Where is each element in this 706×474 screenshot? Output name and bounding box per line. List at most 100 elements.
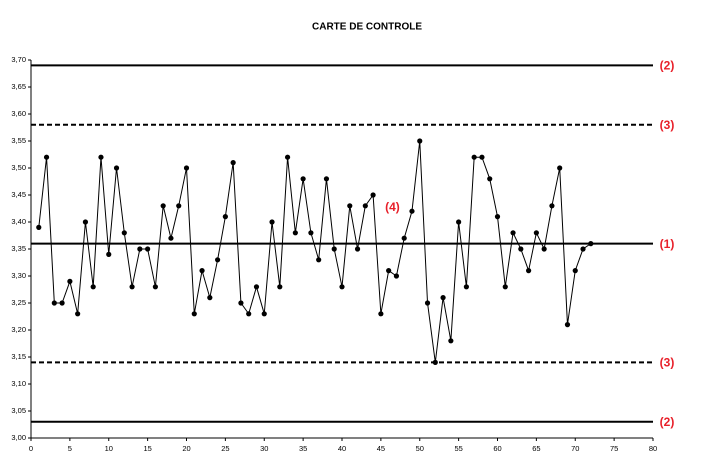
data-point [207, 295, 213, 301]
data-point [393, 273, 400, 279]
data-point [246, 311, 252, 317]
data-point [308, 230, 314, 236]
data-point [199, 268, 205, 274]
data-point [36, 224, 42, 230]
data-point [98, 154, 104, 160]
data-point [424, 300, 431, 306]
data-point [533, 230, 539, 236]
data-point [292, 230, 298, 236]
data-point [160, 203, 166, 209]
data-point [137, 246, 143, 252]
data-point [378, 311, 384, 317]
x-tick-label: 75 [610, 444, 618, 453]
y-tick-label: 3,15 [11, 352, 26, 361]
data-point [191, 311, 197, 317]
data-point [417, 138, 423, 144]
data-point [222, 214, 228, 220]
data-point [463, 284, 469, 290]
x-tick-label: 25 [221, 444, 229, 453]
reference-label: (1) [660, 237, 675, 251]
x-tick-label: 20 [182, 444, 190, 453]
data-point [386, 268, 392, 274]
data-point [269, 219, 275, 225]
y-tick-label: 3,60 [11, 109, 26, 118]
data-point [51, 300, 57, 306]
y-tick-label: 3,70 [11, 55, 26, 64]
x-tick-label: 35 [299, 444, 307, 453]
data-point [502, 284, 508, 290]
data-point [354, 246, 361, 252]
data-point [362, 203, 368, 209]
data-point [448, 338, 454, 344]
data-point [113, 165, 120, 171]
x-tick-label: 15 [143, 444, 151, 453]
chart-title: CARTE DE CONTROLE [312, 22, 422, 33]
reference-label: (3) [660, 356, 675, 370]
data-point [440, 295, 446, 301]
data-point [106, 251, 112, 257]
y-tick-label: 3,35 [11, 244, 26, 253]
x-tick-label: 60 [493, 444, 501, 453]
data-point [339, 284, 345, 290]
data-point [238, 300, 244, 306]
x-tick-label: 40 [338, 444, 346, 453]
x-tick-label: 30 [260, 444, 268, 453]
y-tick-label: 3,05 [11, 406, 26, 415]
x-tick-label: 70 [571, 444, 579, 453]
data-point [67, 278, 73, 284]
y-tick-label: 3,50 [11, 163, 26, 172]
data-point [564, 322, 571, 328]
data-point [230, 160, 236, 166]
data-point [215, 257, 221, 263]
data-point [541, 246, 547, 252]
y-tick-label: 3,25 [11, 298, 26, 307]
data-point [168, 235, 174, 241]
data-point [580, 246, 586, 252]
data-point [253, 284, 260, 290]
data-point [129, 284, 135, 290]
data-point [277, 284, 283, 290]
x-tick-label: 80 [649, 444, 657, 453]
data-point [588, 241, 594, 247]
data-point [183, 165, 190, 171]
data-point [75, 311, 81, 317]
data-point [152, 284, 158, 290]
reference-label: (3) [660, 118, 675, 132]
data-point [409, 208, 415, 214]
data-point [90, 284, 96, 290]
y-tick-label: 3,55 [11, 136, 26, 145]
x-tick-label: 5 [68, 444, 72, 453]
x-tick-label: 50 [416, 444, 424, 453]
x-tick-label: 0 [29, 444, 33, 453]
data-point [432, 359, 438, 365]
x-tick-label: 45 [377, 444, 385, 453]
data-point [145, 246, 151, 252]
reference-label: (2) [660, 415, 675, 429]
data-point [401, 235, 407, 241]
data-point [284, 154, 291, 160]
data-point [323, 176, 330, 182]
data-point [300, 176, 306, 182]
data-point [316, 257, 322, 263]
y-tick-label: 3,65 [11, 82, 26, 91]
data-point [471, 154, 477, 160]
y-tick-label: 3,40 [11, 217, 26, 226]
data-point [370, 192, 376, 198]
data-point [456, 219, 462, 225]
data-point [82, 219, 89, 225]
y-tick-label: 3,00 [11, 433, 26, 442]
data-point [487, 176, 493, 182]
x-tick-label: 65 [532, 444, 540, 453]
x-tick-label: 55 [454, 444, 462, 453]
y-tick-label: 3,45 [11, 190, 26, 199]
data-point [494, 214, 501, 220]
data-point [59, 300, 65, 306]
data-point [121, 230, 127, 236]
data-point [347, 203, 353, 209]
data-point [43, 154, 50, 160]
y-tick-label: 3,10 [11, 379, 26, 388]
data-point [549, 203, 555, 209]
data-point [510, 230, 516, 236]
